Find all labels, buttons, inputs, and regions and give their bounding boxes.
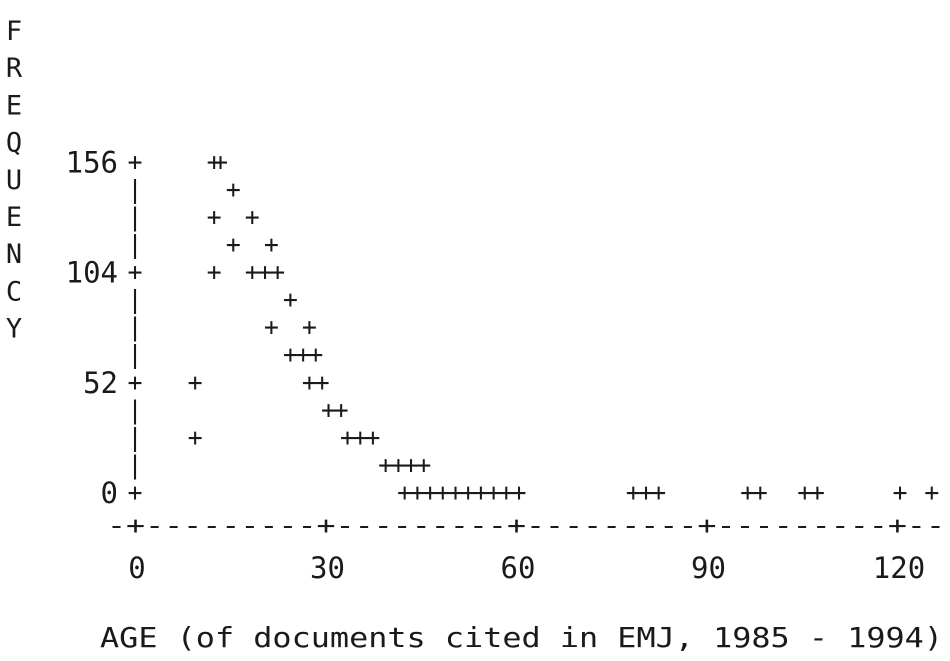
y-axis-segment: | [127,175,142,204]
x-axis-line: -+---------+---------+---------+--------… [107,511,945,540]
data-point: + [264,230,279,259]
y-axis-segment: | [127,340,142,369]
y-tick-label: 156 [66,145,118,179]
data-point: + [283,340,298,369]
data-points: ++++++ ++ ++ +++++ +++++++++++++++++++++++++… [188,147,940,507]
data-point: + [461,478,476,507]
data-point: + [378,450,393,479]
data-point: + [308,340,323,369]
y-axis-label-letter: F [6,16,22,47]
data-point: + [626,478,641,507]
y-axis-label-letter: N [6,239,22,270]
data-point: + [226,175,241,204]
y-axis-segment: | [127,285,142,314]
data-point: + [740,478,755,507]
data-point: + [245,202,260,231]
data-point: + [321,395,336,424]
y-axis-segment: | [127,230,142,259]
data-point: + [188,423,203,452]
data-point: + [245,258,260,287]
data-point: + [651,478,666,507]
data-point: + [207,147,222,176]
data-point: + [296,340,311,369]
data-point: + [435,478,450,507]
data-point: + [213,147,228,176]
x-tick-label: 30 [310,551,345,585]
data-point: + [486,478,501,507]
data-point: + [365,423,380,452]
x-tick-label: 90 [691,551,726,585]
y-axis-tick-mark: + [127,478,142,507]
data-point: + [302,368,317,397]
data-point: + [511,478,526,507]
data-point: + [270,258,285,287]
data-point: + [283,285,298,314]
data-point: + [264,313,279,342]
data-point: + [448,478,463,507]
y-axis-label-letter: E [6,90,22,121]
y-axis-tick-mark: + [127,258,142,287]
y-axis-tick-mark: + [127,147,142,176]
y-axis-tick-labels: 0 52 104 156 [66,145,118,510]
data-point: + [257,258,272,287]
data-point: + [473,478,488,507]
x-tick-label: 0 [128,551,145,585]
y-tick-label: 52 [83,366,118,400]
y-tick-label: 0 [101,476,118,510]
y-axis-segment: | [127,395,142,424]
data-point: + [334,395,349,424]
data-point: + [810,478,825,507]
data-point: + [423,478,438,507]
y-axis-label-letter: U [6,165,22,196]
y-axis-segment: | [127,450,142,479]
y-axis-label-letter: R [6,53,23,84]
data-point: + [397,478,412,507]
y-axis-label-letter: C [6,276,22,307]
data-point: + [207,258,222,287]
data-point: + [340,423,355,452]
data-point: + [207,202,222,231]
y-axis-label-letter: E [6,202,22,233]
data-point: + [391,450,406,479]
y-axis-segment: | [127,202,142,231]
x-axis-tick-labels: 0 30 60 90 120 [128,551,925,585]
data-point: + [315,368,330,397]
x-tick-label: 120 [873,551,925,585]
data-point: + [499,478,514,507]
data-point: + [410,478,425,507]
data-point: + [404,450,419,479]
data-point: + [924,478,939,507]
y-tick-label: 104 [66,256,118,290]
data-point: + [226,230,241,259]
y-axis-label-letter: Y [6,314,22,345]
x-tick-label: 60 [501,551,536,585]
y-axis-segment: | [127,313,142,342]
data-point: + [638,478,653,507]
data-point: + [302,313,317,342]
x-axis-label: AGE (of documents cited in EMJ, 1985 - 1… [100,621,943,654]
y-axis: +|||+|||+|||+ [127,147,142,507]
data-point: + [188,368,203,397]
data-point: + [416,450,431,479]
data-point: + [797,478,812,507]
y-axis-segment: | [127,423,142,452]
data-point: + [892,478,907,507]
data-point: + [753,478,768,507]
y-axis-label-letter: Q [6,128,22,159]
data-point: + [353,423,368,452]
y-axis-tick-mark: + [127,368,142,397]
